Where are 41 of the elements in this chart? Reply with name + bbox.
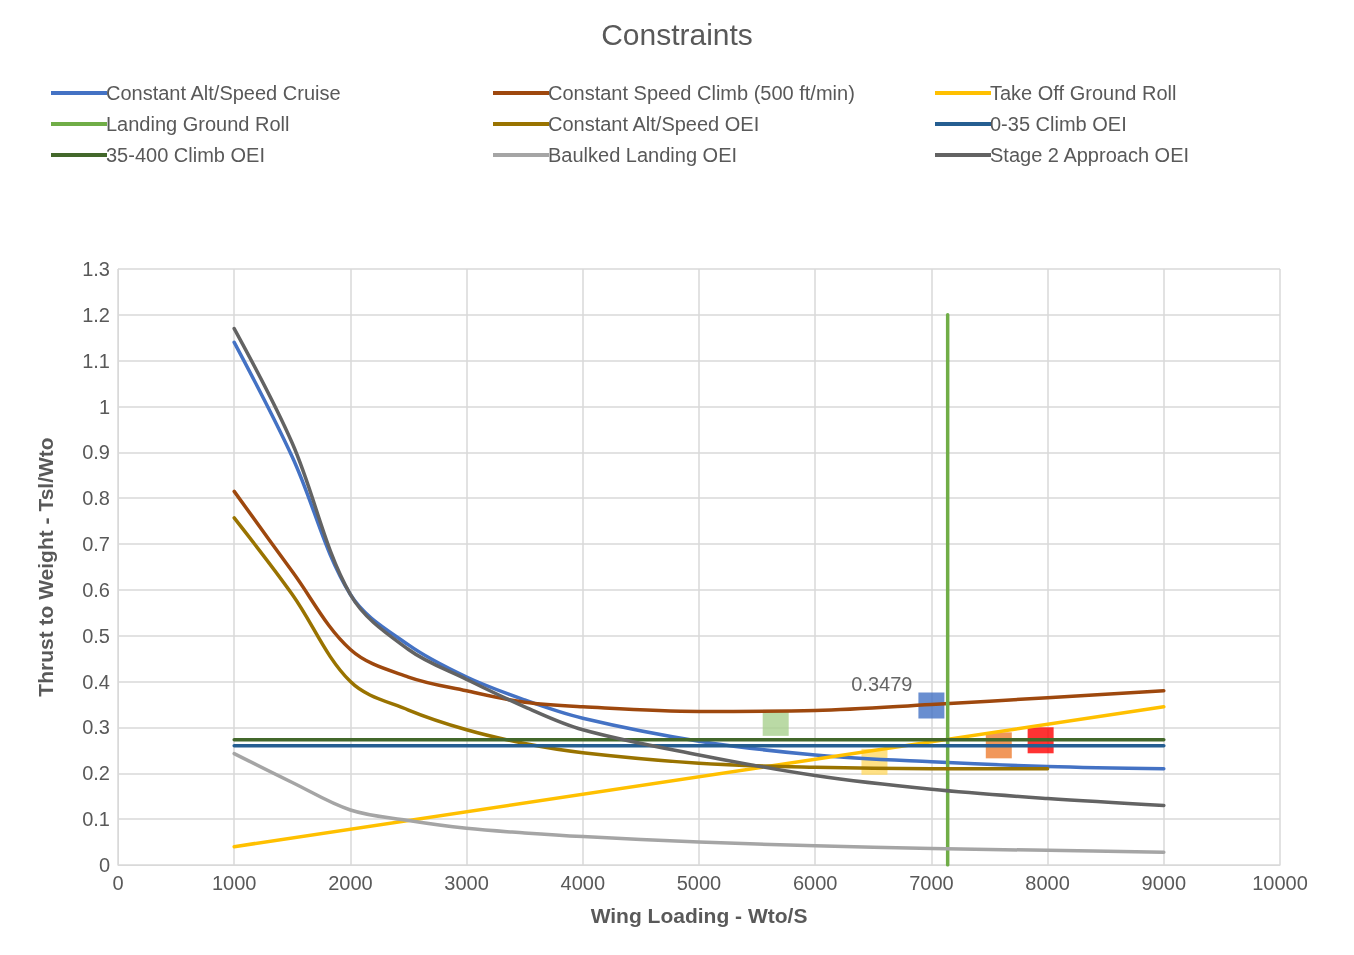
x-tick-label: 9000 [1141, 872, 1187, 894]
x-tick-label: 8000 [1025, 872, 1070, 894]
chart-title: Constraints [601, 17, 753, 51]
x-tick-label: 1000 [211, 872, 257, 894]
legend-label: Constant Speed Climb (500 ft/min) [548, 82, 855, 104]
legend-label: Baulked Landing OEI [548, 144, 738, 166]
y-tick-label: 0.2 [82, 762, 110, 785]
legend-label: Stage 2 Approach OEI [990, 144, 1190, 166]
legend-label: Constant Alt/Speed OEI [548, 113, 760, 135]
x-tick-label: 4000 [560, 872, 606, 894]
legend-label: 35-400 Climb OEI [106, 144, 265, 166]
y-tick-label: 0.5 [82, 624, 110, 647]
y-tick-label: 1.1 [82, 349, 110, 372]
legend-label: 0-35 Climb OEI [990, 113, 1127, 135]
line-series [232, 489, 1166, 714]
x-tick-label: 6000 [792, 872, 838, 894]
y-tick-label: 0 [98, 854, 110, 876]
x-tick-label: 10000 [1252, 872, 1308, 894]
y-tick-label: 0.4 [82, 670, 110, 693]
line-series [232, 751, 1166, 854]
x-tick-label: 3000 [444, 872, 489, 894]
y-tick-label: 0.1 [82, 808, 110, 831]
y-tick-label: 0.9 [82, 441, 110, 464]
y-tick-label: 1.3 [82, 258, 110, 280]
line-series [232, 516, 1050, 771]
x-tick-label: 7000 [909, 872, 954, 894]
y-tick-label: 0.8 [82, 487, 110, 510]
legend-label: Landing Ground Roll [106, 113, 290, 135]
x-tick-label: 2000 [328, 872, 373, 894]
x-tick-label: 0 [112, 872, 124, 894]
x-axis-title: Wing Loading - Wto/S [590, 904, 808, 927]
y-tick-label: 0.3 [82, 716, 110, 739]
legend-label: Take Off Ground Roll [990, 82, 1177, 104]
y-tick-label: 0.6 [82, 578, 110, 601]
y-tick-label: 0.7 [82, 533, 110, 556]
x-tick-label: 5000 [676, 872, 722, 894]
y-tick-label: 1.2 [82, 303, 110, 326]
legend-label: Constant Alt/Speed Cruise [106, 82, 341, 104]
y-tick-label: 1 [98, 395, 110, 418]
data-label: 0.3479 [851, 672, 913, 695]
y-axis-title: Thrust to Weight - Tsl/Wto [34, 437, 57, 697]
